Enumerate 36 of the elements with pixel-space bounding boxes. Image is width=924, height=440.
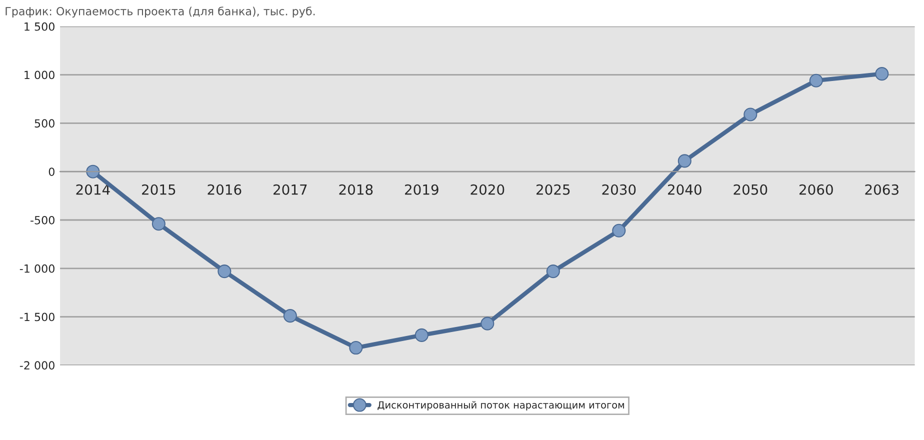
x-tick-label: 2030: [602, 184, 636, 195]
x-tick-label: 2040: [668, 184, 702, 195]
point: [283, 309, 297, 323]
y-tick-label: -2 000: [20, 361, 54, 370]
point: [152, 217, 166, 231]
legend-label: Дисконтированный поток нарастающим итогом: [378, 401, 624, 410]
x-tick-label: 2020: [470, 184, 504, 195]
x-tick-label: 2050: [734, 184, 768, 195]
x-tick-label: 2017: [274, 184, 307, 195]
x-tick-label: 2018: [339, 184, 373, 195]
x-tick-label: 2025: [536, 184, 570, 195]
x-tick-label: 2063: [865, 184, 898, 195]
point: [809, 74, 823, 88]
y-tick-label: 500: [34, 119, 54, 128]
point: [349, 341, 363, 355]
y-tick-label: -1 000: [20, 264, 54, 273]
point: [414, 328, 428, 342]
point: [218, 264, 232, 278]
point: [612, 224, 626, 238]
point: [546, 264, 560, 278]
x-tick-label: 2014: [76, 184, 110, 195]
x-tick-label: 2060: [799, 184, 833, 195]
y-tick-label: 1 500: [24, 22, 54, 31]
point: [86, 164, 100, 178]
x-tick-label: 2019: [405, 184, 438, 195]
y-tick-label: -1 500: [20, 312, 54, 322]
x-tick-label: 2015: [142, 184, 176, 195]
point: [678, 154, 692, 168]
chart-title: График: Окупаемость проекта (для банка), тыс. руб.: [6, 6, 315, 18]
y-tick-label: -500: [30, 216, 54, 224]
point: [744, 108, 758, 122]
point: [875, 67, 889, 81]
y-tick-label: 0: [48, 168, 54, 176]
x-tick-label: 2016: [208, 184, 242, 195]
point: [480, 316, 494, 330]
y-tick-label: 1 000: [24, 70, 54, 80]
